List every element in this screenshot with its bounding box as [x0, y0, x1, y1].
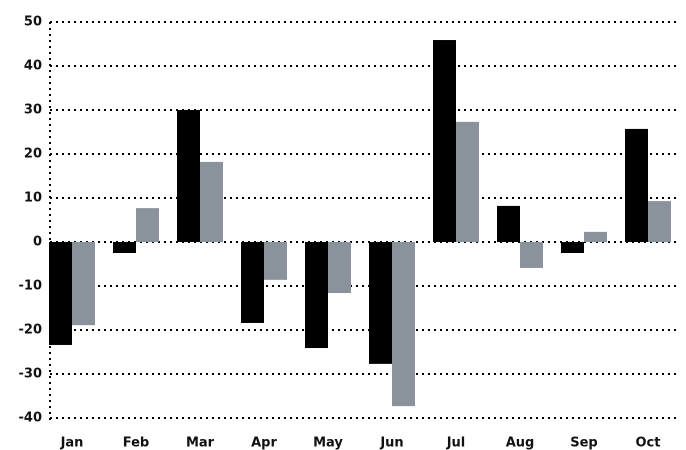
y-tick-label: -40: [19, 411, 43, 426]
y-tick-label: 20: [24, 147, 42, 162]
y-tick-label: -10: [19, 279, 43, 294]
bar: [433, 40, 456, 242]
x-tick-label: May: [313, 436, 343, 450]
y-tick-label: -30: [19, 367, 43, 382]
x-tick-label: Sep: [570, 436, 598, 450]
bar: [625, 128, 648, 242]
y-tick-label: 40: [24, 59, 42, 74]
bar: [305, 242, 328, 349]
bar: [392, 242, 415, 407]
x-tick-label: Oct: [636, 436, 661, 450]
y-tick-label: 0: [33, 235, 42, 250]
bar: [456, 121, 479, 242]
y-tick-label: 50: [24, 15, 42, 30]
bar: [49, 242, 72, 345]
bar: [369, 242, 392, 364]
bar: [72, 242, 95, 326]
y-tick-label: -20: [19, 323, 43, 338]
bar: [177, 110, 200, 242]
x-tick-label: Apr: [251, 436, 277, 450]
x-tick-label: Feb: [123, 436, 149, 450]
bar: [520, 242, 543, 268]
bar: [241, 242, 264, 323]
y-tick-label: 30: [24, 103, 42, 118]
y-tick-label: 10: [24, 191, 42, 206]
bar: [200, 161, 223, 242]
bar: [264, 242, 287, 280]
bar: [561, 242, 584, 253]
bar: [113, 242, 136, 253]
bar: [648, 201, 671, 242]
bar: [584, 231, 607, 242]
x-tick-label: Aug: [506, 436, 535, 450]
x-tick-label: Mar: [186, 436, 215, 450]
x-tick-label: Jun: [379, 436, 403, 450]
x-tick-label: Jul: [446, 436, 466, 450]
bar: [328, 242, 351, 294]
x-tick-label: Jan: [60, 436, 84, 450]
bar: [136, 208, 159, 242]
bar: [497, 205, 520, 242]
